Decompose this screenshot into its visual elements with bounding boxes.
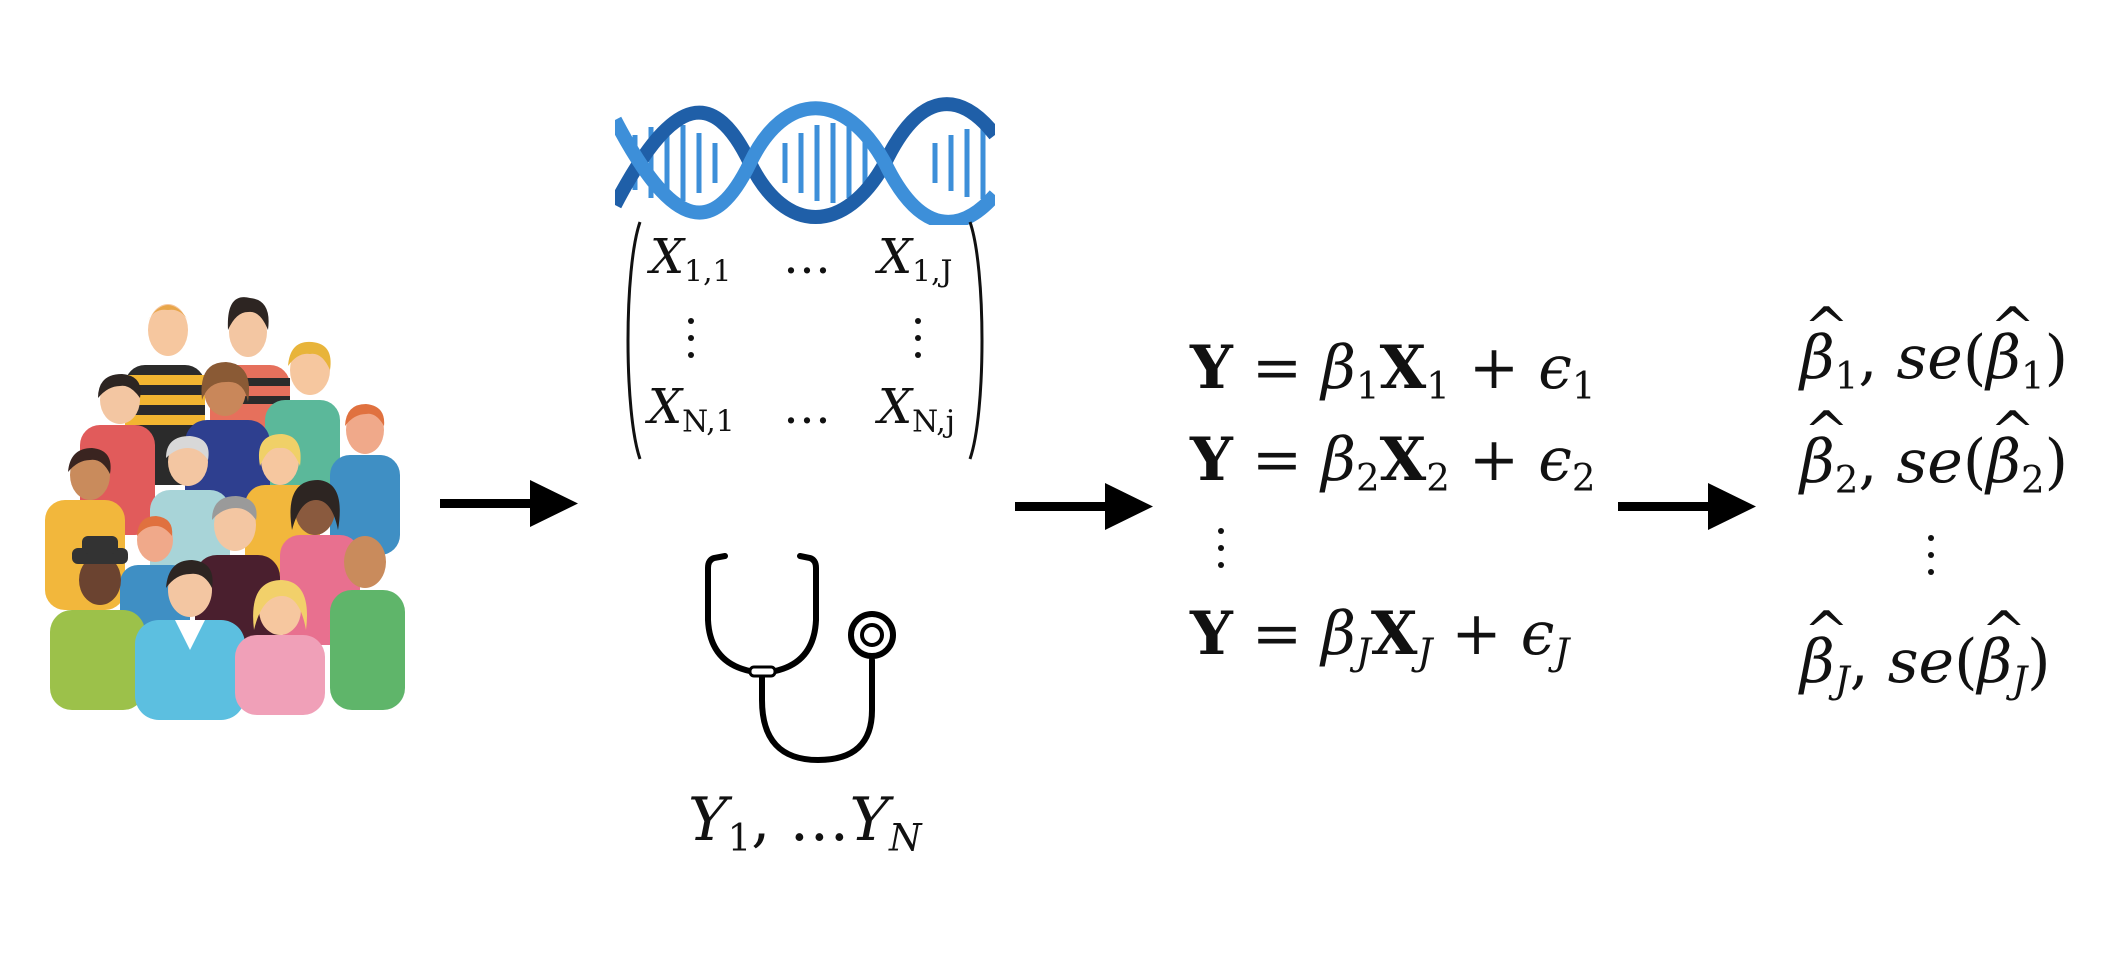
matrix-cell-xnj: XN,j	[878, 379, 955, 440]
regression-equation: Y = β2X2 + ϵ2	[1190, 425, 1596, 500]
estimate-result: βJ, se(βJ)	[1800, 605, 2051, 698]
regression-equation: Y = β1X1 + ϵ1	[1190, 333, 1596, 408]
person-figure	[135, 560, 245, 720]
matrix-cell-x1j: X1,J	[878, 229, 953, 290]
estimate-result: β1, se(β1)	[1800, 301, 2068, 394]
person-figure	[50, 536, 145, 710]
person-figure	[330, 404, 400, 555]
regression-equation: Y = βJXJ + ϵJ	[1190, 599, 1570, 674]
arrow-icon	[1015, 483, 1153, 530]
arrow-icon	[440, 480, 578, 527]
arrow-icon	[1618, 483, 1756, 530]
person-figure	[235, 580, 325, 715]
results-vertical-dots	[1928, 535, 1934, 581]
dna-helix-icon	[615, 97, 995, 225]
matrix-ellipsis: …	[783, 229, 831, 285]
matrix-right-bracket	[968, 221, 984, 460]
equations-vertical-dots	[1218, 528, 1224, 574]
matrix-vertical-dots	[915, 318, 921, 364]
matrix-left-bracket	[626, 221, 642, 460]
person-figure	[330, 536, 405, 710]
matrix-cell-x11: X1,1	[650, 229, 732, 290]
matrix-ellipsis: …	[783, 379, 831, 435]
phenotype-label: Y1, …YN	[688, 785, 922, 860]
stethoscope-icon	[705, 553, 896, 764]
genotype-matrix: X1,1 … X1,J XN,1 … XN,j	[620, 218, 990, 463]
matrix-vertical-dots	[688, 318, 694, 364]
estimate-result: β2, se(β2)	[1800, 405, 2068, 498]
people-crowd-illustration	[45, 297, 405, 720]
matrix-cell-xn1: XN,1	[648, 379, 735, 440]
